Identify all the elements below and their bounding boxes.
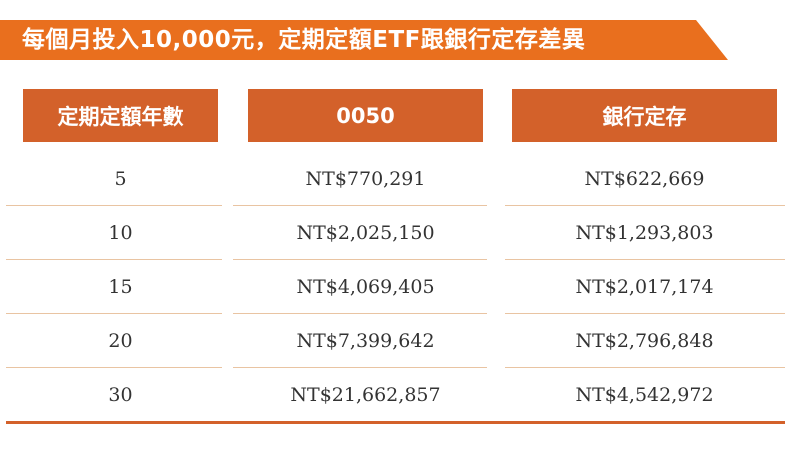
table-row: 5 NT$770,291 NT$622,669 [0,152,800,206]
row-divider [6,313,222,314]
cell-years: 5 [114,168,127,190]
row-divider [233,367,487,368]
table-row: 15 NT$4,069,405 NT$2,017,174 [0,260,800,314]
table-row: 20 NT$7,399,642 NT$2,796,848 [0,314,800,368]
cell-years: 10 [108,222,133,244]
table-bottom-rule [6,421,785,424]
row-divider [6,205,222,206]
row-divider [505,367,785,368]
header-etf: 0050 [248,89,483,142]
header-bank: 銀行定存 [512,89,777,142]
cell-bank: NT$4,542,972 [575,384,714,406]
cell-bank: NT$2,017,174 [575,276,714,298]
cell-bank: NT$1,293,803 [575,222,714,244]
header-years: 定期定額年數 [23,89,218,142]
row-divider [6,367,222,368]
cell-etf: NT$7,399,642 [296,330,435,352]
cell-etf: NT$2,025,150 [296,222,435,244]
row-divider [505,259,785,260]
row-divider [233,205,487,206]
cell-bank: NT$622,669 [584,168,705,190]
row-divider [505,313,785,314]
cell-years: 20 [108,330,133,352]
comparison-table: 5 NT$770,291 NT$622,669 10 NT$2,025,150 … [0,152,800,422]
cell-years: 15 [108,276,133,298]
cell-etf: NT$770,291 [305,168,426,190]
cell-etf: NT$21,662,857 [290,384,441,406]
cell-years: 30 [108,384,133,406]
cell-bank: NT$2,796,848 [575,330,714,352]
page-title: 每個月投入10,000元，定期定額ETF跟銀行定存差異 [22,27,586,53]
table-row: 30 NT$21,662,857 NT$4,542,972 [0,368,800,422]
row-divider [233,313,487,314]
row-divider [6,259,222,260]
row-divider [505,205,785,206]
table-row: 10 NT$2,025,150 NT$1,293,803 [0,206,800,260]
cell-etf: NT$4,069,405 [296,276,435,298]
row-divider [233,259,487,260]
title-banner: 每個月投入10,000元，定期定額ETF跟銀行定存差異 [0,20,728,60]
